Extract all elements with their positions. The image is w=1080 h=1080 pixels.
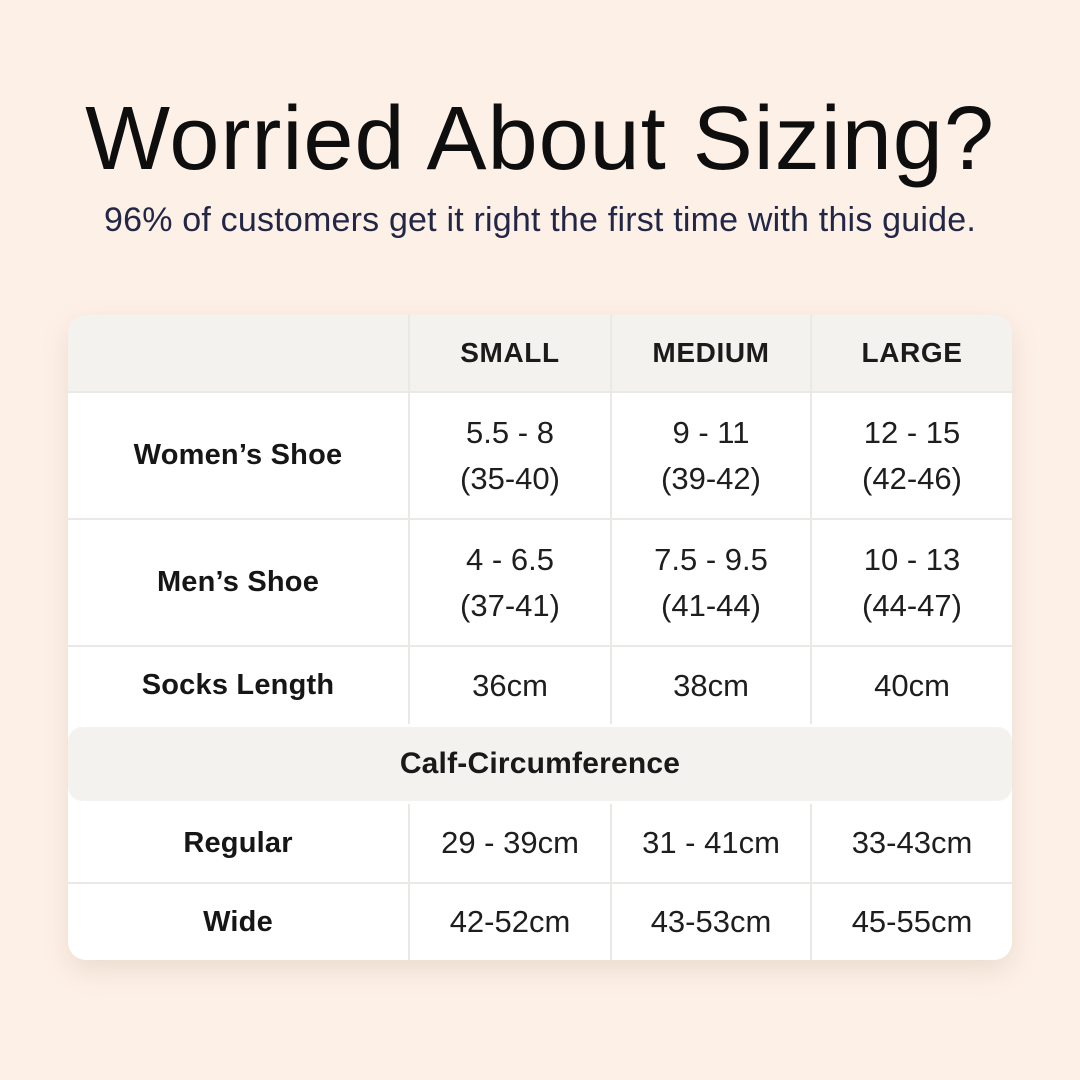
cell-value: 33-43cm bbox=[851, 825, 973, 860]
table-cell: 29 - 39cm bbox=[410, 804, 612, 882]
header-corner-cell bbox=[68, 315, 410, 391]
cell-value-secondary: (39-42) bbox=[661, 460, 761, 496]
cell-value-secondary: (42-46) bbox=[862, 460, 962, 496]
column-header-label: MEDIUM bbox=[652, 337, 770, 368]
table-cell: 9 - 11 (39-42) bbox=[612, 393, 812, 518]
row-label: Wide bbox=[203, 905, 273, 938]
header-cell-medium: MEDIUM bbox=[612, 315, 812, 391]
table-header-row: SMALL MEDIUM LARGE bbox=[68, 315, 1012, 391]
table-cell: 43-53cm bbox=[612, 884, 812, 960]
cell-value: 7.5 - 9.5 bbox=[654, 541, 768, 577]
table-row-regular: Regular 29 - 39cm 31 - 41cm 33-43cm bbox=[68, 804, 1012, 882]
row-label-cell: Regular bbox=[68, 804, 410, 882]
cell-value: 4 - 6.5 bbox=[466, 541, 554, 577]
section-band-calf-circumference: Calf-Circumference bbox=[68, 727, 1012, 801]
table-cell: 5.5 - 8 (35-40) bbox=[410, 393, 612, 518]
cell-value: 31 - 41cm bbox=[642, 825, 780, 860]
header-cell-large: LARGE bbox=[812, 315, 1012, 391]
table-cell: 38cm bbox=[612, 647, 812, 724]
row-label: Socks Length bbox=[141, 669, 335, 701]
cell-value-secondary: (37-41) bbox=[460, 587, 560, 623]
row-label-cell: Men’s Shoe bbox=[68, 520, 410, 645]
row-label-cell: Socks Length bbox=[68, 647, 410, 724]
table-cell: 45-55cm bbox=[812, 884, 1012, 960]
table-row-mens-shoe: Men’s Shoe 4 - 6.5 (37-41) 7.5 - 9.5 (41… bbox=[68, 518, 1012, 645]
row-label: Men’s Shoe bbox=[156, 566, 320, 598]
table-cell: 7.5 - 9.5 (41-44) bbox=[612, 520, 812, 645]
table-row-wide: Wide 42-52cm 43-53cm 45-55cm bbox=[68, 882, 1012, 960]
table-cell: 33-43cm bbox=[812, 804, 1012, 882]
cell-value: 36cm bbox=[472, 667, 548, 703]
cell-value: 12 - 15 bbox=[863, 414, 961, 450]
cell-value: 9 - 11 bbox=[672, 414, 750, 450]
page-subtitle: 96% of customers get it right the first … bbox=[103, 200, 976, 239]
calf-circumference-rows: Regular 29 - 39cm 31 - 41cm 33-43cm Wide bbox=[68, 804, 1012, 960]
table-row-womens-shoe: Women’s Shoe 5.5 - 8 (35-40) 9 - 11 (39-… bbox=[68, 391, 1012, 518]
table-cell: 10 - 13 (44-47) bbox=[812, 520, 1012, 645]
cell-value: 29 - 39cm bbox=[441, 825, 579, 860]
row-label-cell: Women’s Shoe bbox=[68, 393, 410, 518]
cell-value: 43-53cm bbox=[650, 904, 772, 939]
cell-value: 5.5 - 8 bbox=[466, 414, 554, 450]
table-cell: 4 - 6.5 (37-41) bbox=[410, 520, 612, 645]
table-row-socks-length: Socks Length 36cm 38cm 40cm bbox=[68, 645, 1012, 724]
cell-value-secondary: (44-47) bbox=[862, 587, 962, 623]
cell-value: 38cm bbox=[673, 667, 749, 703]
table-cell: 12 - 15 (42-46) bbox=[812, 393, 1012, 518]
column-header-label: LARGE bbox=[861, 337, 963, 368]
row-label: Women’s Shoe bbox=[133, 439, 343, 471]
row-label: Regular bbox=[183, 826, 293, 859]
cell-value: 45-55cm bbox=[851, 904, 973, 939]
table-cell: 40cm bbox=[812, 647, 1012, 724]
cell-value: 10 - 13 bbox=[863, 541, 961, 577]
cell-value-secondary: (35-40) bbox=[460, 460, 560, 496]
cell-value-secondary: (41-44) bbox=[661, 587, 761, 623]
row-label-cell: Wide bbox=[68, 884, 410, 960]
size-chart-card: SMALL MEDIUM LARGE Women’s Shoe 5.5 - 8 … bbox=[68, 315, 1012, 960]
column-header-label: SMALL bbox=[460, 337, 560, 368]
table-cell: 31 - 41cm bbox=[612, 804, 812, 882]
cell-value: 40cm bbox=[874, 667, 950, 703]
header-cell-small: SMALL bbox=[410, 315, 612, 391]
table-cell: 36cm bbox=[410, 647, 612, 724]
cell-value: 42-52cm bbox=[449, 904, 571, 939]
section-band-label: Calf-Circumference bbox=[399, 747, 681, 780]
table-cell: 42-52cm bbox=[410, 884, 612, 960]
page-title: Worried About Sizing? bbox=[85, 89, 995, 189]
